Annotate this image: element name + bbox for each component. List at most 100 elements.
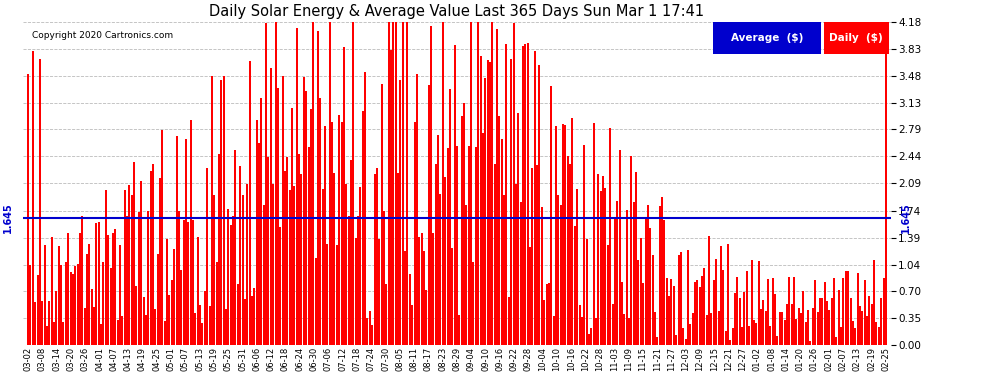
Bar <box>213 195 215 345</box>
Bar <box>194 313 196 345</box>
Bar <box>81 216 83 345</box>
Bar <box>339 115 341 345</box>
Bar <box>557 195 559 345</box>
Bar <box>791 304 793 345</box>
Bar <box>163 321 165 345</box>
Bar <box>312 22 314 345</box>
Bar <box>593 123 595 345</box>
Bar <box>159 178 161 345</box>
Bar <box>361 111 363 345</box>
Bar <box>336 245 338 345</box>
Bar <box>409 274 411 345</box>
Bar <box>74 266 76 345</box>
Bar <box>644 217 646 345</box>
Bar <box>875 322 877 345</box>
Text: 1.645: 1.645 <box>3 202 13 233</box>
Bar <box>122 316 124 345</box>
Bar <box>871 304 873 345</box>
Bar <box>842 278 844 345</box>
Bar <box>569 164 571 345</box>
Bar <box>529 247 531 345</box>
Bar <box>463 103 465 345</box>
Bar <box>701 276 703 345</box>
Bar <box>202 322 204 345</box>
Bar <box>324 126 326 345</box>
Bar <box>687 250 689 345</box>
Bar <box>419 237 421 345</box>
Bar <box>574 226 576 345</box>
Bar <box>206 168 208 345</box>
Bar <box>55 291 57 345</box>
Bar <box>555 126 557 345</box>
Bar <box>378 239 380 345</box>
Bar <box>416 74 418 345</box>
Bar <box>764 312 766 345</box>
Bar <box>173 249 175 345</box>
Bar <box>772 278 774 345</box>
Bar <box>643 284 644 345</box>
Bar <box>289 190 291 345</box>
Bar <box>293 186 295 345</box>
Bar <box>609 128 611 345</box>
Bar <box>513 23 515 345</box>
Bar <box>327 244 329 345</box>
Bar <box>631 156 633 345</box>
Bar <box>445 177 446 345</box>
Bar <box>727 244 729 345</box>
Bar <box>100 324 102 345</box>
Bar <box>605 188 607 345</box>
Bar <box>53 322 55 345</box>
Bar <box>498 116 500 345</box>
Bar <box>296 28 298 345</box>
Bar <box>30 265 32 345</box>
Bar <box>626 210 628 345</box>
Bar <box>114 229 116 345</box>
Bar <box>844 272 846 345</box>
Bar <box>856 273 858 345</box>
Bar <box>742 327 743 345</box>
Bar <box>552 316 554 345</box>
Bar <box>366 318 368 345</box>
Bar <box>192 220 194 345</box>
Bar <box>197 237 199 345</box>
Bar <box>49 301 50 345</box>
Bar <box>57 246 59 345</box>
Bar <box>753 320 755 345</box>
Bar <box>767 279 769 345</box>
Bar <box>352 22 354 345</box>
Bar <box>819 298 821 345</box>
Bar <box>388 22 390 345</box>
Bar <box>50 237 52 345</box>
Bar <box>303 77 305 345</box>
Bar <box>873 261 875 345</box>
Bar <box>612 304 614 345</box>
Bar <box>547 283 549 345</box>
Bar <box>69 272 71 345</box>
Bar <box>446 148 448 345</box>
Bar <box>267 157 269 345</box>
Bar <box>760 309 762 345</box>
Bar <box>508 297 510 345</box>
Bar <box>124 190 126 345</box>
Bar <box>371 325 373 345</box>
Bar <box>190 120 192 345</box>
Bar <box>607 244 609 345</box>
Bar <box>435 164 437 345</box>
Bar <box>646 205 648 345</box>
Bar <box>510 59 512 345</box>
Bar <box>559 205 561 345</box>
Bar <box>711 312 713 345</box>
Bar <box>590 328 592 345</box>
Bar <box>595 318 597 345</box>
Bar <box>616 201 618 345</box>
Bar <box>506 44 508 345</box>
Bar <box>175 136 177 345</box>
Bar <box>395 22 397 345</box>
Bar <box>534 51 536 345</box>
Bar <box>795 320 797 345</box>
Bar <box>270 68 272 345</box>
Bar <box>334 173 336 345</box>
Bar <box>539 65 541 345</box>
Bar <box>583 145 585 345</box>
Bar <box>240 166 242 345</box>
